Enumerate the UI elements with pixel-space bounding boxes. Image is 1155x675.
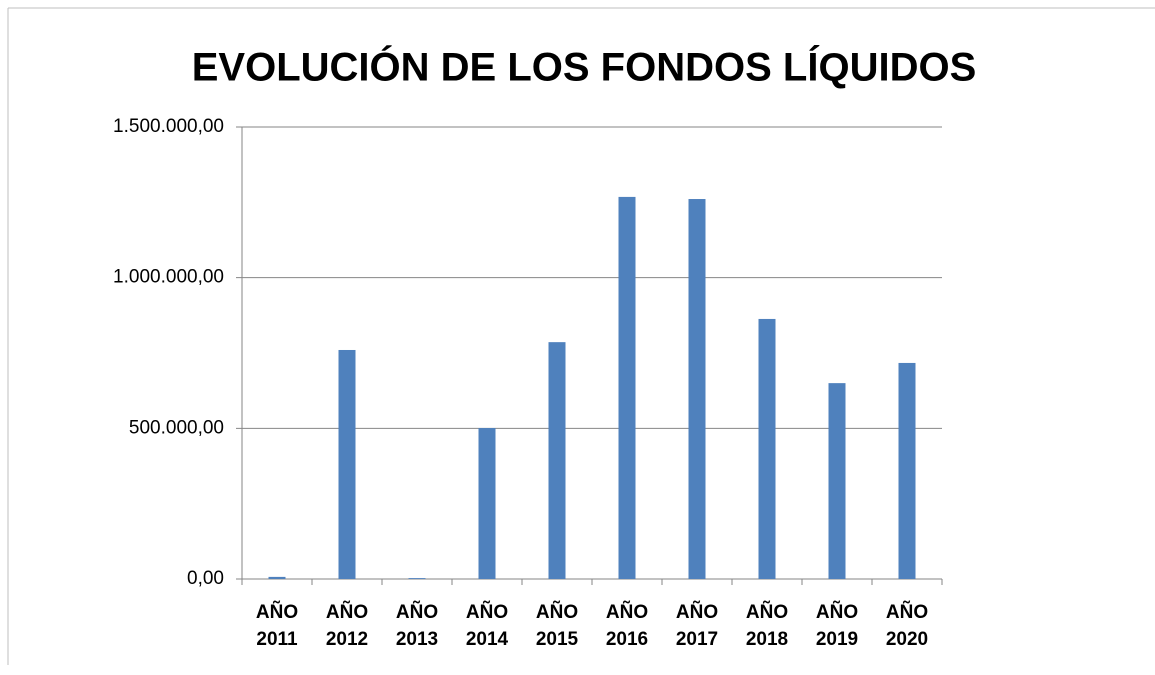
y-tick-label: 1.500.000,00 — [113, 116, 224, 137]
bar — [898, 362, 916, 579]
bar — [688, 199, 706, 579]
x-tick-label: AÑO 2011 — [255, 602, 299, 650]
x-tick-label: AÑO 2016 — [605, 602, 649, 650]
y-tick-label: 1.000.000,00 — [113, 267, 224, 288]
bar — [758, 318, 776, 579]
bar — [618, 196, 636, 579]
x-tick-label: AÑO 2013 — [395, 602, 439, 650]
x-tick-label: AÑO 2015 — [535, 602, 579, 650]
x-tick-label: AÑO 2019 — [815, 602, 859, 650]
bar — [548, 342, 566, 579]
x-tick-label: AÑO 2014 — [465, 602, 509, 650]
bar — [408, 578, 426, 579]
x-tick-label: AÑO 2020 — [885, 602, 929, 650]
x-tick-label: AÑO 2018 — [745, 602, 789, 650]
bar — [268, 576, 286, 579]
chart-title: EVOLUCIÓN DE LOS FONDOS LÍQUIDOS — [192, 44, 977, 90]
bar — [478, 428, 496, 579]
x-tick-label: AÑO 2017 — [675, 602, 719, 650]
y-tick-label: 500.000,00 — [129, 417, 224, 438]
x-tick-label: AÑO 2012 — [325, 602, 369, 650]
bar — [828, 383, 846, 579]
bar — [338, 349, 356, 579]
y-tick-label: 0,00 — [187, 568, 224, 589]
